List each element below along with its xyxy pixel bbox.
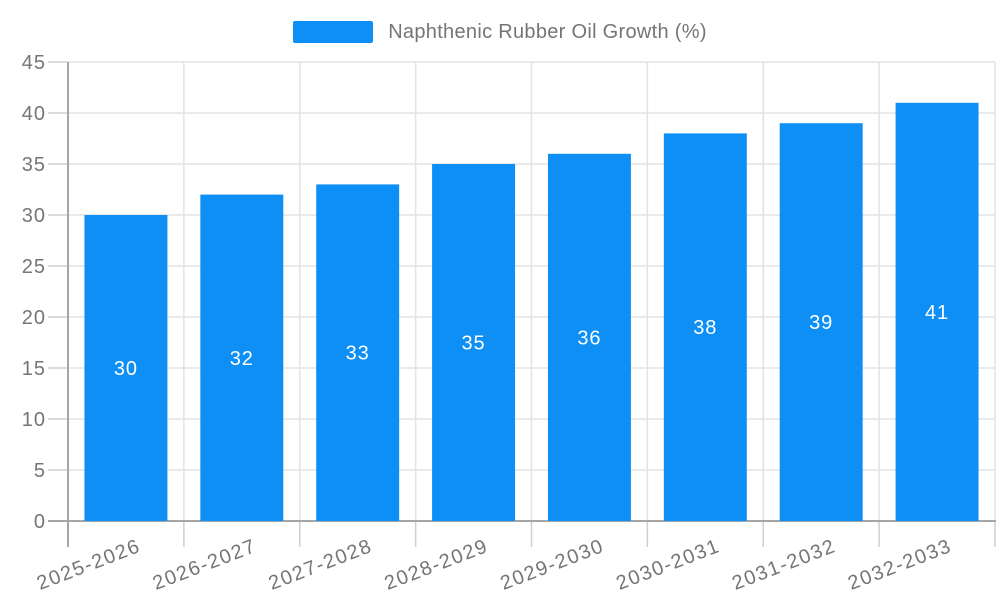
y-tick-label: 20: [22, 307, 46, 329]
x-tick-label: 2026-2027: [150, 535, 260, 595]
y-tick-label: 40: [22, 103, 46, 125]
y-tick-label: 15: [22, 358, 46, 380]
bar-2029-2030[interactable]: [547, 153, 631, 522]
x-tick-label: 2031-2032: [729, 535, 839, 595]
bar-value-label: 38: [693, 317, 717, 339]
y-tick-label: 10: [22, 409, 46, 431]
bar-value-label: 35: [461, 333, 485, 355]
y-tick-label: 5: [34, 460, 46, 482]
bar-value-label: 30: [114, 358, 138, 380]
x-tick-label: 2030-2031: [613, 535, 723, 595]
x-tick-label: 2028-2029: [382, 535, 492, 595]
legend-swatch-icon: [293, 21, 374, 43]
x-tick-label: 2025-2026: [34, 535, 144, 595]
bar-2025-2026[interactable]: [84, 215, 168, 521]
y-tick-label: 25: [22, 256, 46, 278]
bar-2027-2028[interactable]: [316, 184, 400, 521]
y-tick-label: 0: [34, 511, 46, 533]
bar-2028-2029[interactable]: [432, 164, 516, 521]
bar-value-label: 41: [925, 302, 949, 324]
bar-value-label: 36: [577, 327, 601, 349]
bar-value-label: 33: [346, 343, 370, 365]
y-tick-label: 30: [22, 205, 46, 227]
bar-2030-2031[interactable]: [663, 133, 747, 521]
y-tick-label: 45: [22, 52, 46, 74]
bar-value-label: 39: [809, 312, 833, 334]
x-tick-label: 2027-2028: [266, 535, 376, 595]
bar-value-label: 32: [230, 348, 254, 370]
bar-2032-2033[interactable]: [895, 102, 979, 522]
x-tick-label: 2032-2033: [845, 535, 955, 595]
bar-2031-2032[interactable]: [779, 123, 863, 521]
legend-item[interactable]: Naphthenic Rubber Oil Growth (%): [0, 20, 1000, 44]
x-tick-label: 2029-2030: [497, 535, 607, 595]
y-tick-label: 35: [22, 154, 46, 176]
legend-label: Naphthenic Rubber Oil Growth (%): [388, 20, 707, 43]
bar-2026-2027[interactable]: [200, 194, 284, 521]
